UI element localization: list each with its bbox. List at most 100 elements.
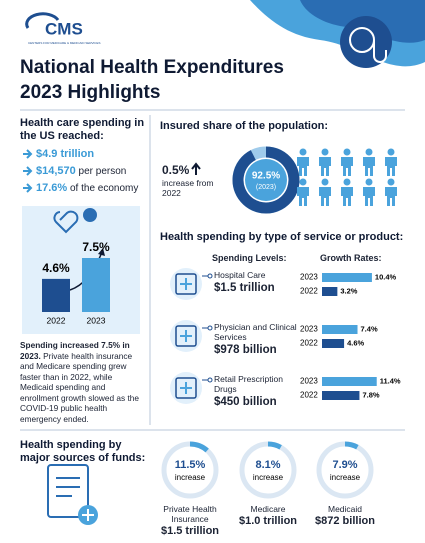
spending-value: $14,570 [36, 165, 76, 177]
person-icon [385, 157, 397, 176]
chart-panel [22, 206, 140, 334]
spending-value: $4.9 trillion [36, 148, 95, 160]
source-arc [344, 441, 359, 450]
growth-value-label: 7.5% [82, 240, 110, 254]
person-icon [297, 157, 309, 176]
up-arrow [191, 162, 201, 175]
connector [207, 273, 213, 279]
rate-bar [322, 377, 377, 386]
person-icon [299, 178, 307, 186]
spending-item: $14,570 per person [22, 165, 147, 177]
source-growth: 11.5% [175, 459, 206, 471]
source-amount: $1.5 trillion [160, 525, 220, 537]
source-arc [189, 441, 209, 453]
stethoscope-icon [340, 16, 392, 68]
source-growth: 7.9% [332, 459, 357, 471]
source-amount: $1.0 trillion [238, 515, 298, 527]
source-amount: $872 billion [315, 515, 375, 527]
growth-category: 2023 [87, 315, 106, 325]
person-icon [387, 148, 395, 156]
section-heading: Insured share of the population: [160, 120, 329, 132]
spending-item: 17.6% of the economy [22, 182, 147, 194]
source-growth-text: increase [330, 473, 361, 482]
section-heading: Health care spending in the US reached: [20, 117, 145, 142]
arrow-icon [23, 183, 33, 193]
column-heading: Spending Levels: [212, 253, 287, 263]
rate-year: 2023 [300, 377, 318, 386]
person-icon [319, 187, 331, 206]
logo: CMS [45, 19, 83, 38]
rate-year: 2022 [300, 339, 318, 348]
person-icon [343, 178, 351, 186]
person-icon [343, 148, 351, 156]
arrow-icon [23, 183, 33, 193]
section-heading: Health spending by major sources of fund… [20, 439, 146, 464]
insured-share: 92.5% [252, 171, 280, 182]
trend-arrow [98, 248, 105, 256]
insured-year: (2023) [256, 184, 276, 191]
person-icon [299, 148, 307, 156]
arrow-icon [23, 166, 33, 176]
service-name: Hospital Care [214, 270, 266, 280]
source-name: Medicaid [327, 504, 363, 514]
donut-center [245, 159, 287, 201]
donut-arc [232, 146, 300, 214]
connector [207, 325, 213, 331]
arrow-icon [23, 149, 33, 159]
rate-label: 10.4% [375, 272, 397, 281]
service-level: Retail Prescription Drugs $450 billion [214, 374, 300, 408]
plus-icon [82, 509, 94, 521]
service-icon [180, 278, 192, 290]
service-icon [180, 330, 192, 342]
rate-label: 11.4% [380, 376, 401, 385]
growth-bar [42, 278, 70, 312]
rate-bar [322, 325, 358, 334]
service-level: Physician and Clinical Services $978 bill… [214, 322, 300, 356]
source-growth-text: increase [175, 473, 206, 482]
source-name: Private Health Insurance [163, 504, 217, 524]
growth-text-body: Private health insurance and Medicare sp… [20, 350, 139, 424]
source-growth: 8.1% [255, 459, 280, 471]
person-icon [321, 148, 329, 156]
source-name: Medicare [250, 504, 286, 514]
connector [207, 377, 213, 383]
spending-label: of the economy [69, 183, 139, 194]
growth-value-label: 4.6% [42, 261, 70, 275]
dollar-icon [83, 208, 97, 222]
growth-text-bold: Spending increased 7.5% in 2023. [20, 340, 130, 361]
service-icon [175, 377, 197, 399]
logo-tagline: CENTERS FOR MEDICARE & MEDICAID SERVICES [28, 41, 100, 45]
title: National Health Expenditures [20, 57, 284, 78]
arrow-icon [23, 166, 33, 176]
rate-year: 2022 [300, 287, 318, 296]
person-icon [365, 148, 373, 156]
person-icon [341, 187, 353, 206]
source-label: Private Health Insurance $1.5 trillion [148, 504, 232, 537]
person-icon [385, 187, 397, 206]
insured-change-text: increase from 2022 [162, 178, 214, 198]
source-arc [267, 441, 282, 450]
logo-swoosh [25, 12, 60, 29]
person-icon [319, 157, 331, 176]
person-icon [363, 157, 375, 176]
insured-change: 0.5% [162, 163, 190, 177]
spending-label: per person [78, 166, 127, 177]
title: 2023 Highlights [20, 82, 160, 103]
heart-icon [53, 210, 79, 234]
person-icon [365, 178, 373, 186]
service-level: Hospital Care $1.5 trillion [214, 270, 300, 294]
source-label: Medicaid $872 billion [303, 504, 387, 527]
service-icon [180, 382, 192, 394]
service-icon [175, 325, 197, 347]
service-amount: $450 billion [214, 396, 277, 408]
source-label: Medicare $1.0 trillion [226, 504, 310, 527]
rate-bar [322, 273, 372, 282]
growth-category: 2022 [47, 315, 66, 325]
rate-year: 2022 [300, 391, 318, 400]
rate-bar [322, 391, 360, 400]
rate-label: 7.4% [361, 324, 378, 333]
person-icon [387, 178, 395, 186]
service-icon [175, 273, 197, 295]
person-icon [297, 187, 309, 206]
